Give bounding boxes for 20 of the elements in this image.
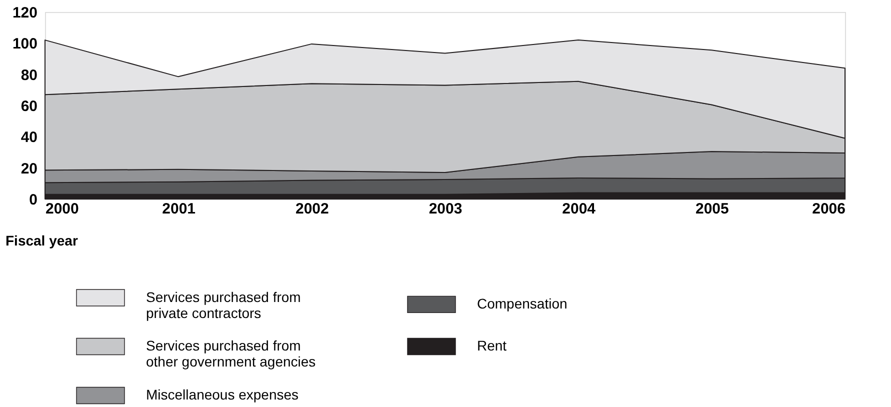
legend-label: Compensation	[477, 295, 568, 312]
y-tick-label: 20	[20, 160, 38, 178]
y-tick-label: 120	[12, 4, 38, 22]
x-axis-title: Fiscal year	[6, 232, 78, 248]
x-tick-label: 2004	[562, 200, 596, 218]
x-tick-label: 2005	[695, 200, 729, 218]
x-tick-label: 2002	[295, 200, 329, 218]
y-tick-label: 100	[12, 36, 38, 53]
x-tick-label: 2006	[812, 200, 846, 218]
x-tick-label: 2000	[46, 200, 79, 218]
y-tick-label: 40	[20, 129, 38, 146]
legend-label: Miscellaneous expenses	[146, 386, 299, 402]
y-tick-label: 60	[20, 98, 38, 115]
legend-label: Services purchased from private contractors	[146, 288, 301, 321]
x-tick-label: 2003	[428, 200, 462, 218]
y-tick-label: 80	[20, 66, 38, 84]
legend-label: Services purchased from other government agencies	[146, 338, 316, 370]
legend-label: Rent	[477, 338, 507, 354]
x-tick-label: 2001	[162, 200, 196, 218]
y-tick-label: 0	[29, 192, 38, 208]
